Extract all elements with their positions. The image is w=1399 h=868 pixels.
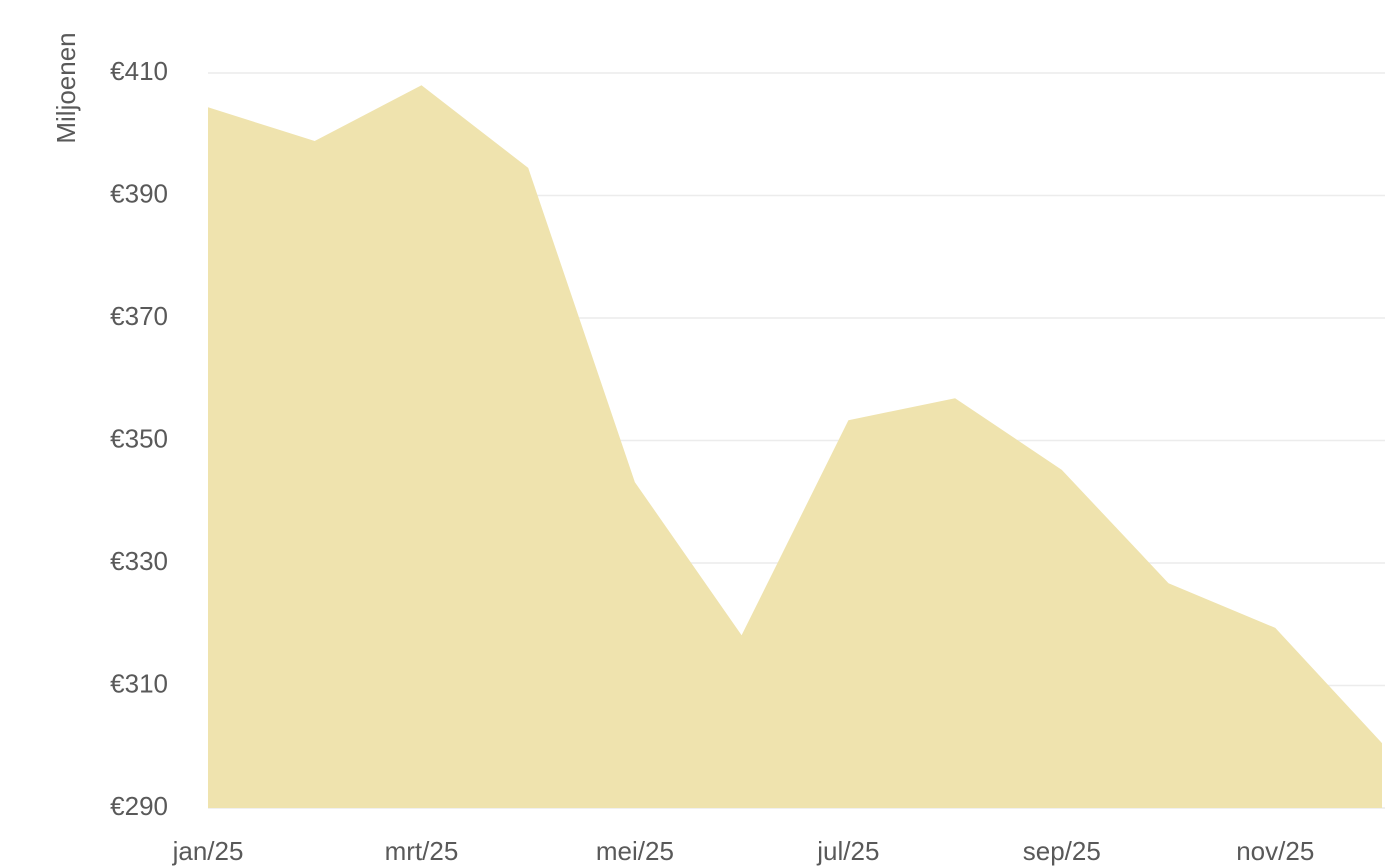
area [208,85,1382,809]
x-tick-label: sep/25 [1023,836,1101,866]
x-tick-label: mrt/25 [385,836,459,866]
y-tick-label: €310 [110,668,168,698]
y-tick-label: €410 [110,56,168,86]
x-tick-label: jan/25 [172,836,244,866]
y-axis-label: Miljoenen [51,32,81,143]
x-tick-label: mei/25 [596,836,674,866]
y-tick-label: €390 [110,178,168,208]
y-tick-label: €290 [110,791,168,821]
y-tick-label: €370 [110,301,168,331]
y-tick-label: €350 [110,423,168,453]
x-tick-label: nov/25 [1236,836,1314,866]
x-tick-label: jul/25 [816,836,879,866]
y-tick-label: €330 [110,546,168,576]
